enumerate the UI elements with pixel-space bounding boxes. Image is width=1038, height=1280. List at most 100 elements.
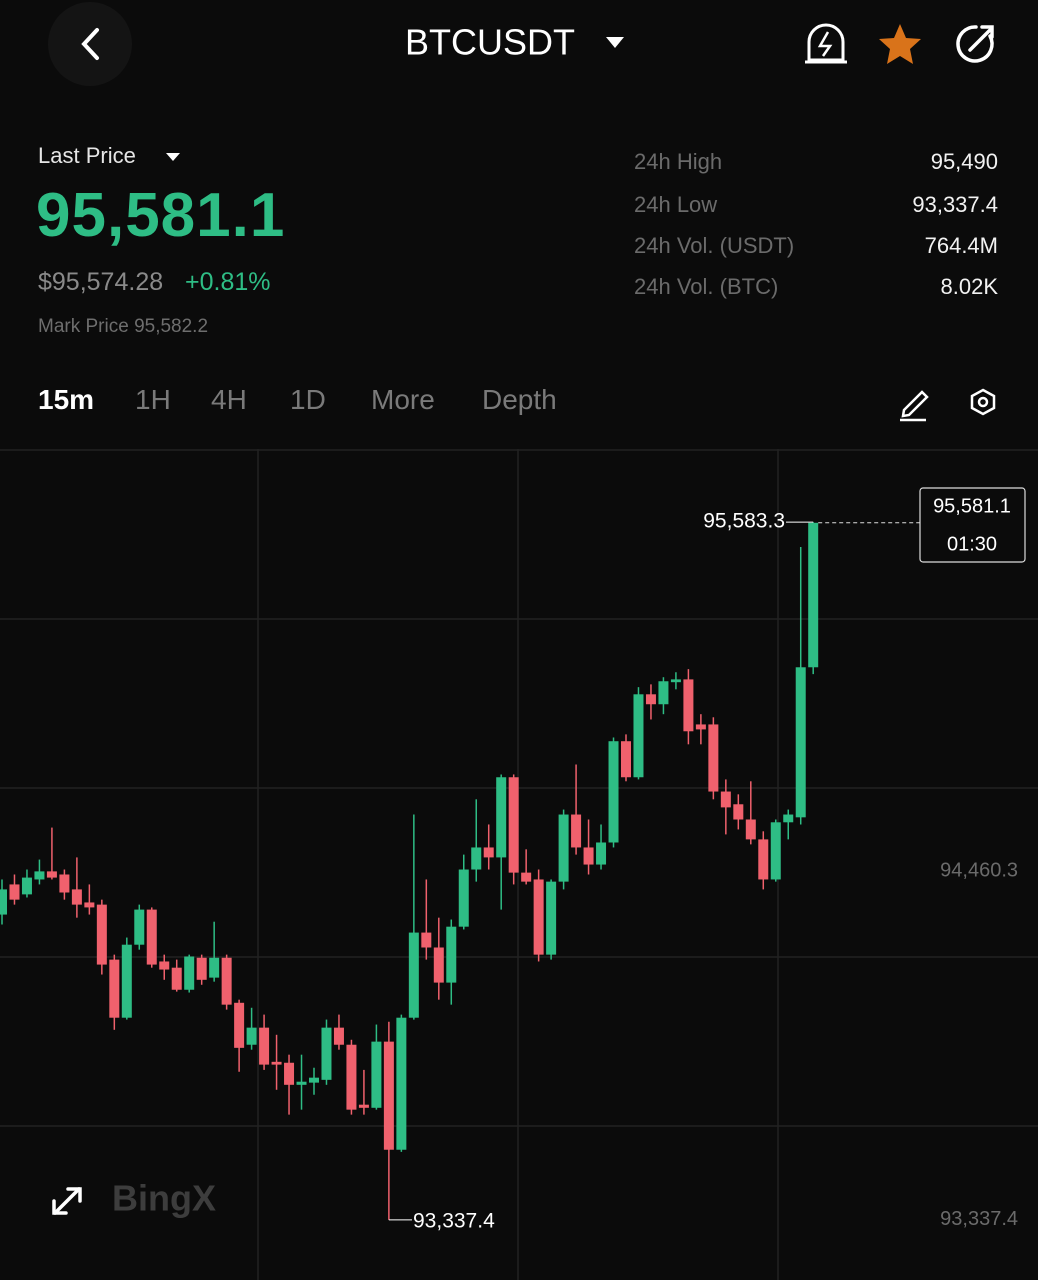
price-change: +0.81% (185, 268, 271, 296)
alert-icon[interactable] (805, 23, 847, 64)
candle-body (121, 944, 132, 1018)
stat-value: 95,490 (930, 149, 998, 174)
draw-tool[interactable] (900, 390, 929, 422)
candle-body (209, 957, 220, 978)
candle-body (171, 967, 182, 990)
chart-settings[interactable] (970, 388, 996, 416)
y-tick-label: 93,337.4 (940, 1208, 1018, 1230)
candle-body (234, 1002, 245, 1048)
timeframe-tab[interactable]: 4H (211, 384, 247, 415)
stat-label: 24h High (634, 149, 723, 174)
candle-body (783, 814, 794, 823)
candle-body (521, 872, 532, 882)
candle-body (483, 847, 494, 858)
candle-body (508, 777, 519, 873)
timeframe-tab[interactable]: 1H (135, 384, 171, 415)
last-price-countdown: 01:30 (947, 533, 997, 555)
candle-body (134, 909, 145, 945)
candle-body (346, 1044, 357, 1110)
stat-value: 764.4M (924, 233, 998, 258)
stat-label: 24h Low (634, 192, 718, 217)
candle-body (371, 1041, 382, 1108)
last-price-box (919, 487, 1026, 563)
candle-body (571, 814, 582, 848)
last-price: 95,581.1 (36, 181, 286, 250)
mark-price: Mark Price 95,582.2 (38, 316, 209, 337)
watermark: BingX (112, 1178, 216, 1219)
last-price-label: 95,581.1 (933, 495, 1011, 517)
symbol-dropdown[interactable] (606, 37, 624, 48)
candle-body (9, 884, 20, 900)
candle-body (446, 926, 457, 983)
stat-label: 24h Vol. (BTC) (634, 274, 779, 299)
candle-body (396, 1017, 407, 1150)
back-button[interactable] (48, 2, 132, 86)
candle-body (458, 869, 469, 927)
candle-body (745, 819, 756, 840)
candle-body (533, 879, 544, 955)
candle-body (758, 839, 769, 880)
candle-body (71, 889, 82, 905)
candle-body (34, 871, 45, 880)
favorite-star[interactable] (879, 24, 921, 64)
candle-body (683, 679, 694, 732)
candle-body (46, 871, 57, 878)
candle-body (720, 791, 731, 808)
timeframe-tab[interactable]: 1D (290, 384, 326, 415)
symbol-title[interactable]: BTCUSDT (405, 22, 575, 63)
expand-icon[interactable] (52, 1187, 82, 1215)
header-bar: BTCUSDT (48, 2, 994, 86)
timeframe-tab[interactable]: More (371, 384, 435, 415)
candle-body (670, 679, 681, 683)
candle-body (21, 877, 32, 895)
candle-body (433, 947, 444, 983)
candle-body (271, 1061, 282, 1065)
candle-body (558, 814, 569, 882)
candle-body (246, 1027, 257, 1045)
back-icon (81, 28, 99, 60)
candle-body (471, 847, 482, 870)
candle-body (196, 957, 207, 980)
candle-body (770, 822, 781, 880)
candle-body (0, 889, 7, 915)
share-icon[interactable] (956, 25, 994, 63)
candle-body (59, 874, 70, 893)
candle-body (695, 724, 706, 730)
price-type-dropdown[interactable] (164, 150, 182, 164)
candlestick-chart: BingX 94,460.3 93,337.4 95,583.3 93,337.4 95… (0, 449, 1038, 1280)
candle-body (159, 961, 170, 970)
candle-body (184, 956, 195, 990)
timeframe-tab[interactable]: Depth (482, 384, 557, 415)
chart-background-lines (0, 449, 1038, 1280)
candle-body (733, 804, 744, 820)
candle-body (309, 1077, 319, 1083)
candle-body (621, 741, 631, 778)
candle-body (333, 1027, 344, 1045)
candle-body (358, 1104, 369, 1108)
stat-value: 93,337.4 (912, 192, 998, 217)
candle-body (259, 1027, 270, 1065)
price-type[interactable]: Last Price (38, 143, 136, 168)
candle-body (84, 902, 95, 908)
timeframe-tab[interactable]: 15m (38, 384, 95, 415)
candle-body (146, 909, 157, 965)
candle-body (96, 904, 107, 965)
candle-body (596, 842, 607, 865)
candle-body (284, 1062, 295, 1085)
high-marker-label: 95,583.3 (703, 510, 785, 533)
candle-body (708, 724, 719, 792)
candle-body (633, 694, 644, 778)
stat-value: 8.02K (940, 274, 999, 299)
candle-body (383, 1041, 394, 1150)
usd-price: $95,574.28 (38, 268, 164, 296)
candle-body (808, 522, 819, 668)
candle-body (795, 667, 806, 818)
chart-tools (900, 388, 996, 422)
low-marker-label: 93,337.4 (413, 1209, 495, 1232)
candle-body (408, 932, 419, 1018)
candle-body (221, 957, 232, 1005)
candle-body (496, 777, 507, 858)
candle-body (645, 694, 656, 705)
